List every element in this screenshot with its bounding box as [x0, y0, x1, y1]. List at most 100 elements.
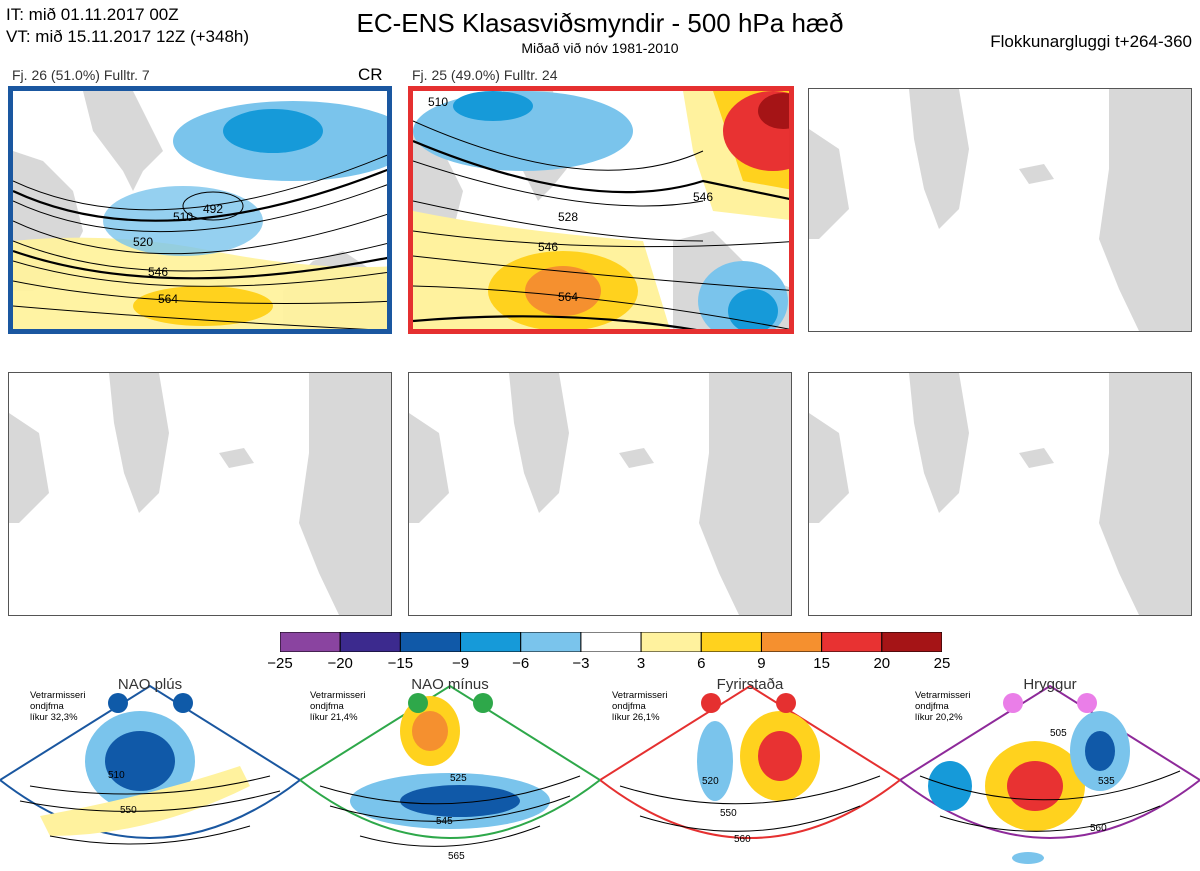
colorbar-tick-label: 15 — [813, 655, 830, 672]
contour-line — [13, 213, 387, 255]
colorbar-segment — [280, 632, 341, 652]
regime-note: Vetrarmisseri ondjfma líkur 20,2% — [915, 690, 971, 723]
anomaly-negative-core — [400, 785, 520, 817]
anomaly-negative — [697, 721, 733, 801]
cluster-map-2[interactable]: 510 528 546 564 546 — [408, 86, 794, 334]
contour-line — [13, 305, 369, 329]
regime-dot — [1003, 693, 1023, 713]
contour-label: 546 — [148, 265, 168, 279]
regime-dot — [173, 693, 193, 713]
contour-line — [13, 184, 387, 233]
cluster-map-empty-2[interactable] — [8, 372, 392, 616]
contour-line — [359, 825, 541, 847]
land-greenland — [83, 91, 163, 191]
cluster-map-empty-3[interactable] — [408, 372, 792, 616]
anomaly-negative-s — [1012, 852, 1044, 864]
contour-label: 550 — [120, 805, 137, 816]
regime-dot — [701, 693, 721, 713]
contour-line — [329, 795, 571, 822]
regime-name: Fyrirstaða — [716, 676, 784, 693]
regime-name: NAO plús — [117, 676, 183, 693]
contour-line — [619, 775, 881, 805]
contour-line — [13, 280, 387, 304]
contour-label: 560 — [734, 834, 751, 845]
contour-label: 525 — [450, 773, 467, 784]
anomaly-positive — [40, 766, 250, 836]
colorbar-segment — [399, 632, 462, 652]
contour-label: 546 — [693, 190, 713, 204]
land-greenland — [909, 373, 969, 513]
contour-line — [319, 775, 581, 805]
anomaly-positive-peak — [525, 266, 601, 316]
contour-line — [49, 825, 251, 845]
anomaly-peak-ne — [758, 93, 789, 129]
cluster-map-1-svg: 510 492 520 546 564 — [13, 91, 387, 329]
land-canada — [409, 413, 449, 523]
land-europe — [699, 373, 791, 615]
contour-label: 520 — [133, 235, 153, 249]
colorbar-segment — [520, 632, 582, 652]
colorbar-segment — [881, 632, 942, 652]
colorbar — [280, 632, 942, 652]
anomaly-negative-core — [105, 731, 175, 791]
land-canada — [9, 413, 49, 523]
land-iceland — [1019, 448, 1054, 468]
contour-label: 510 — [173, 210, 193, 224]
cluster-map-1[interactable]: 510 492 520 546 564 — [8, 86, 392, 334]
anomaly-positive — [13, 237, 387, 329]
regime-dot — [776, 693, 796, 713]
colorbar-tick-label: −20 — [327, 655, 353, 672]
land-iceland — [619, 448, 654, 468]
anomaly-positive-core — [133, 286, 273, 326]
colorbar-tick-label: 6 — [697, 655, 706, 672]
land-europe — [1099, 89, 1191, 331]
anomaly-negative-core — [223, 109, 323, 153]
contour-label: 520 — [702, 776, 719, 787]
colorbar-tick-label: 9 — [757, 655, 766, 672]
regime-dot — [408, 693, 428, 713]
anomaly-positive-core — [1007, 761, 1063, 811]
colorbar-segment — [460, 632, 522, 652]
contour-line — [13, 154, 387, 211]
contour-line — [413, 160, 704, 207]
regime-dot — [473, 693, 493, 713]
empty-map-svg — [809, 89, 1191, 331]
page-subtitle: Miðað við nóv 1981-2010 — [521, 40, 679, 56]
contour-line — [639, 805, 861, 832]
land-europe — [299, 373, 391, 615]
land-europe — [1099, 373, 1191, 615]
regime-nao-minus: 525 545 565 NAO mínus Vetrarmisseri ondjf… — [300, 676, 600, 871]
panel-2-label: Fj. 25 (49.0%) Fulltr. 24 — [412, 67, 558, 83]
contour-label: 492 — [203, 202, 223, 216]
colorbar-tick-label: −25 — [267, 655, 293, 672]
initial-time: IT: mið 01.11.2017 00Z — [6, 5, 179, 24]
colorbar-tick-label: −15 — [387, 655, 414, 672]
anomaly-positive-core — [412, 711, 448, 751]
contour-line — [19, 790, 281, 812]
classification-window: Flokkunargluggi t+264-360 — [990, 32, 1192, 51]
regime-map: 520 550 560 — [600, 684, 900, 845]
contour-thick — [413, 139, 789, 201]
land-greenland — [109, 373, 169, 513]
colorbar-tick-label: 25 — [933, 655, 951, 672]
contour-label: 564 — [558, 290, 578, 304]
regime-blocking: 520 550 560 Fyrirstaða Vetrarmisseri ondj… — [600, 676, 900, 871]
colorbar-tick-label: −9 — [451, 655, 470, 672]
regime-note: Vetrarmisseri ondjfma líkur 21,4% — [310, 690, 366, 723]
contour-line — [413, 285, 789, 329]
contour-label: 550 — [720, 808, 737, 819]
contour-thick — [13, 249, 387, 280]
cluster-map-empty-1[interactable] — [808, 88, 1192, 332]
cluster-map-empty-4[interactable] — [808, 372, 1192, 616]
regime-nao-plus: 510 550 NAO plús Vetrarmisseri ondjfma lík… — [0, 676, 300, 871]
contour-line — [413, 200, 704, 242]
contour-label: 528 — [558, 210, 578, 224]
anomaly-negative-core — [453, 91, 533, 121]
anomaly-positive-core — [758, 731, 802, 781]
contour-thick — [13, 168, 387, 222]
contour-label: 565 — [448, 851, 465, 862]
land-iceland — [219, 448, 254, 468]
colorbar-tick-label: 20 — [873, 655, 891, 672]
colorbar-segment — [700, 632, 762, 652]
regime-map: 510 550 — [0, 684, 300, 845]
